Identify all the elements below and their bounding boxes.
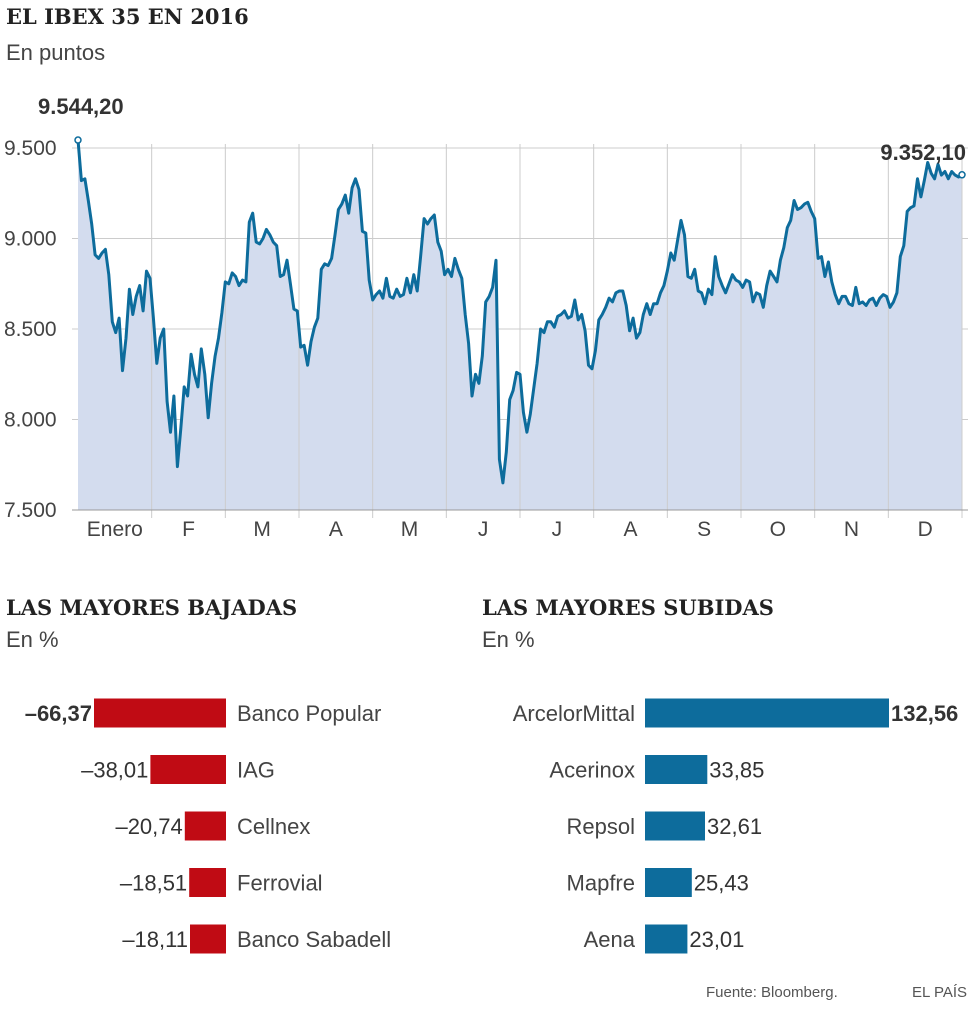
bar-category-label: ArcelorMittal <box>513 701 635 726</box>
source-note: Fuente: Bloomberg. <box>706 984 838 1001</box>
series-line <box>76 139 963 485</box>
bar-value-label: –18,51 <box>120 871 187 896</box>
bar-category-label: Mapfre <box>567 871 635 896</box>
bar-category-label: Repsol <box>567 814 635 839</box>
start-value-label: 9.544,20 <box>38 94 124 119</box>
y-tick-label: 9.500 <box>4 137 57 160</box>
brand-label: EL PAÍS <box>912 984 968 1001</box>
bar-value-label: 33,85 <box>709 758 764 783</box>
bar <box>645 755 708 784</box>
bar <box>94 698 226 728</box>
end-value-label: 9.352,10 <box>880 140 966 165</box>
bar-category-label: Banco Popular <box>237 701 381 726</box>
bar-category-label: IAG <box>237 758 275 783</box>
bar-value-label: 132,56 <box>891 701 958 726</box>
falls-chart-subtitle: En % <box>6 627 59 652</box>
y-tick-label: 7.500 <box>4 499 57 522</box>
x-tick-label: J <box>552 518 563 541</box>
bar-category-label: Aena <box>584 927 636 952</box>
x-tick-label: M <box>401 518 419 541</box>
bar-value-label: 32,61 <box>707 814 762 839</box>
x-tick-label: D <box>918 518 933 541</box>
y-tick-label: 8.000 <box>4 409 57 432</box>
end-point-marker <box>958 171 966 179</box>
falls-chart-title: LAS MAYORES BAJADAS <box>6 595 298 620</box>
falls-bar-chart: –66,37 Banco Popular –38,01 IAG –20,74 Cellne… <box>25 698 391 954</box>
bar <box>190 924 226 954</box>
x-tick-label: A <box>329 518 343 541</box>
bar-category-label: Banco Sabadell <box>237 927 391 952</box>
bar <box>645 698 889 728</box>
bar <box>150 755 226 784</box>
x-tick-label: N <box>844 518 859 541</box>
x-tick-label: S <box>697 518 711 541</box>
bar-value-label: –18,11 <box>122 927 188 952</box>
main-chart-title: EL IBEX 35 EN 2016 <box>6 4 249 29</box>
bar-value-label: 25,43 <box>694 871 749 896</box>
bar-value-label: 23,01 <box>689 927 744 952</box>
gains-bar-chart: ArcelorMittal 132,56 Acerinox 33,85 Repsol 32… <box>513 698 958 954</box>
bar-category-label: Acerinox <box>549 758 635 783</box>
main-chart-subtitle: En puntos <box>6 40 106 65</box>
bar <box>184 811 226 841</box>
gains-chart-title: LAS MAYORES SUBIDAS <box>482 595 774 620</box>
bar <box>645 868 692 897</box>
x-tick-label: O <box>770 518 786 541</box>
x-tick-label: Enero <box>87 518 143 541</box>
x-tick-label: M <box>253 518 271 541</box>
y-tick-label: 8.500 <box>4 318 57 341</box>
bar-category-label: Ferrovial <box>237 871 323 896</box>
bar <box>645 811 705 841</box>
gains-chart-subtitle: En % <box>482 627 535 652</box>
x-tick-label: J <box>478 518 489 541</box>
bar-category-label: Cellnex <box>237 814 310 839</box>
bar-value-label: –38,01 <box>81 758 148 783</box>
start-point-marker <box>74 136 82 144</box>
ibex-line-chart: 7.500 8.000 8.500 9.000 9.500 Enero F M A M J J A S O N… <box>4 94 968 541</box>
x-tick-label: F <box>182 518 195 541</box>
x-tick-label: A <box>623 518 637 541</box>
bar-value-label: –66,37 <box>25 701 92 726</box>
bar <box>645 924 688 954</box>
bar <box>189 868 226 897</box>
bar-value-label: –20,74 <box>115 814 182 839</box>
y-tick-label: 9.000 <box>4 228 57 251</box>
